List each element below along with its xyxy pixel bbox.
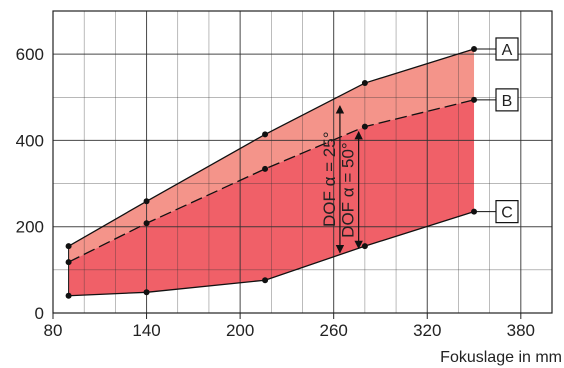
data-point-c bbox=[65, 292, 72, 299]
data-point-b bbox=[262, 165, 269, 172]
dof-label-1: DOF α = 25° bbox=[320, 131, 339, 227]
series-label-box bbox=[495, 37, 519, 61]
gridlines bbox=[52, 10, 553, 319]
data-point-a bbox=[143, 198, 150, 205]
dof-label-2: DOF α = 50° bbox=[339, 142, 358, 238]
x-tick-label: 380 bbox=[507, 321, 535, 340]
series-line-b bbox=[68, 99, 475, 263]
x-tick-label: 200 bbox=[226, 321, 254, 340]
series-label-box bbox=[495, 88, 519, 112]
series-label-a: A bbox=[502, 42, 513, 59]
data-point-c bbox=[262, 277, 269, 284]
x-axis-label: Fokuslage in mm bbox=[440, 349, 562, 366]
y-tick-label: 0 bbox=[35, 304, 44, 323]
series-label-c: C bbox=[501, 205, 513, 222]
data-point-b bbox=[143, 220, 150, 227]
y-tick-label: 400 bbox=[16, 131, 44, 150]
y-tick-labels: 0 200 400 600 bbox=[16, 45, 44, 323]
series-label-b: B bbox=[502, 93, 513, 110]
x-tick-label: 320 bbox=[413, 321, 441, 340]
data-point-c bbox=[143, 289, 150, 296]
series-labels: A B C bbox=[474, 37, 519, 224]
data-point-c bbox=[361, 243, 368, 250]
data-point-a bbox=[262, 131, 269, 138]
y-tick-label: 200 bbox=[16, 218, 44, 237]
data-point-a bbox=[361, 80, 368, 87]
data-point-a bbox=[65, 243, 72, 250]
y-tick-label: 600 bbox=[16, 45, 44, 64]
x-tick-label: 260 bbox=[320, 321, 348, 340]
data-point-b bbox=[361, 123, 368, 130]
data-point-b bbox=[65, 259, 72, 266]
x-tick-label: 140 bbox=[132, 321, 160, 340]
dof-annotations: DOF α = 25° DOF α = 50° bbox=[320, 105, 363, 254]
x-tick-labels: 80 140 200 260 320 380 bbox=[44, 321, 535, 340]
plot-frame bbox=[52, 10, 553, 314]
x-tick-label: 80 bbox=[44, 321, 63, 340]
series-label-box bbox=[495, 200, 519, 224]
